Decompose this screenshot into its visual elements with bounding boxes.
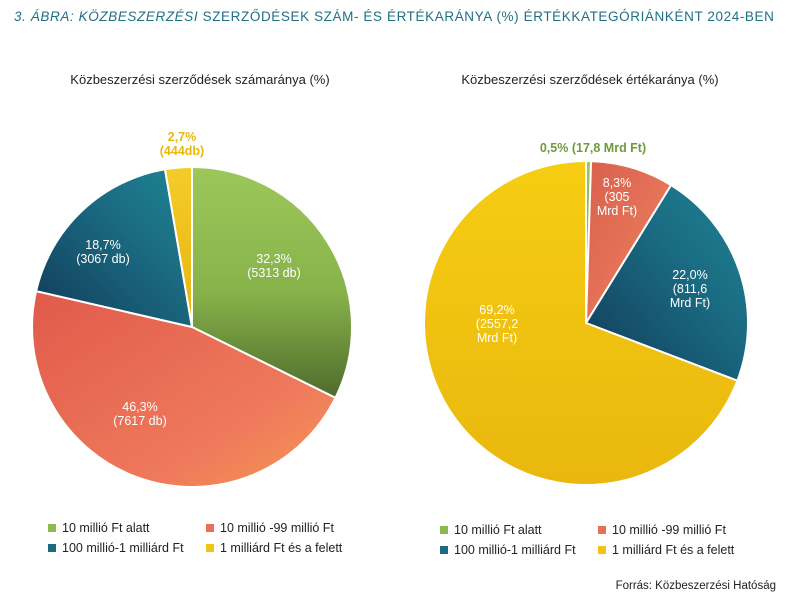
legend-label: 1 milliárd Ft és a felett: [612, 543, 735, 557]
pie-slice-1-3: [34, 168, 194, 329]
legend-item-cat3: 100 millió-1 milliárd Ft: [48, 541, 206, 555]
pie-slice-2-3: [584, 183, 749, 383]
legend-item-cat4: 1 milliárd Ft és a felett: [598, 543, 734, 557]
legend-swatch: [206, 544, 214, 552]
legend-label: 10 millió Ft alatt: [62, 521, 150, 535]
legend-item-cat2: 10 millió -99 millió Ft: [206, 521, 334, 535]
figure-title-prefix: 3. ÁBRA: KÖZBESZERZÉSI: [14, 9, 199, 24]
data-label-1-2: 46,3% (7617 db): [113, 400, 167, 428]
source-note: Forrás: Közbeszerzési Hatóság: [615, 580, 776, 592]
data-label-2-4: 69,2% (2557,2 Mrd Ft): [476, 303, 518, 345]
figure-title-rest: SZERZŐDÉSEK SZÁM- ÉS ÉRTÉKARÁNYA (%) ÉRT…: [198, 9, 775, 24]
legend-swatch: [440, 526, 448, 534]
legend-swatch: [440, 546, 448, 554]
data-label-2-1: 0,5% (17,8 Mrd Ft): [540, 141, 646, 155]
data-label-1-3: 18,7% (3067 db): [76, 238, 130, 266]
legend-label: 10 millió Ft alatt: [454, 523, 542, 537]
legend-count-chart: 10 millió Ft alatt 10 millió -99 millió …: [48, 518, 342, 558]
legend-label: 10 millió -99 millió Ft: [220, 521, 334, 535]
legend-item-cat2: 10 millió -99 millió Ft: [598, 523, 726, 537]
legend-label: 1 milliárd Ft és a felett: [220, 541, 343, 555]
legend-item-cat4: 1 milliárd Ft és a felett: [206, 541, 342, 555]
data-label-1-4: 2,7% (444db): [160, 130, 204, 158]
legend-swatch: [48, 524, 56, 532]
legend-label: 10 millió -99 millió Ft: [612, 523, 726, 537]
pie-slice-1-4: [163, 165, 193, 328]
pie-slice-2-4: [423, 159, 739, 486]
figure-title: 3. ÁBRA: KÖZBESZERZÉSI SZERZŐDÉSEK SZÁM-…: [14, 9, 794, 24]
data-label-1-1: 32,3% (5313 db): [247, 252, 301, 280]
legend-item-cat1: 10 millió Ft alatt: [440, 523, 598, 537]
legend-item-cat3: 100 millió-1 milliárd Ft: [440, 543, 598, 557]
legend-label: 100 millió-1 milliárd Ft: [62, 541, 184, 555]
chart1-title: Közbeszerzési szerződések számaránya (%): [70, 72, 330, 87]
legend-swatch: [48, 544, 56, 552]
data-label-2-3: 22,0% (811,6 Mrd Ft): [670, 268, 710, 310]
pie-chart-count: 32,3% (5313 db) 46,3% (7617 db) 18,7% (3067 d…: [31, 130, 353, 488]
data-label-2-2: 8,3% (305 Mrd Ft): [597, 176, 637, 218]
legend-swatch: [598, 526, 606, 534]
pie-slice-1-1: [191, 165, 353, 400]
legend-swatch: [206, 524, 214, 532]
legend-item-cat1: 10 millió Ft alatt: [48, 521, 206, 535]
pie-slice-1-2: [31, 289, 337, 488]
legend-value-chart: 10 millió Ft alatt 10 millió -99 millió …: [440, 520, 734, 560]
legend-swatch: [598, 546, 606, 554]
pie-chart-value: 0,5% (17,8 Mrd Ft) 8,3% (305 Mrd Ft) 22,0% (8…: [423, 141, 749, 486]
chart2-title: Közbeszerzési szerződések értékaránya (%…: [461, 72, 719, 87]
legend-label: 100 millió-1 milliárd Ft: [454, 543, 576, 557]
